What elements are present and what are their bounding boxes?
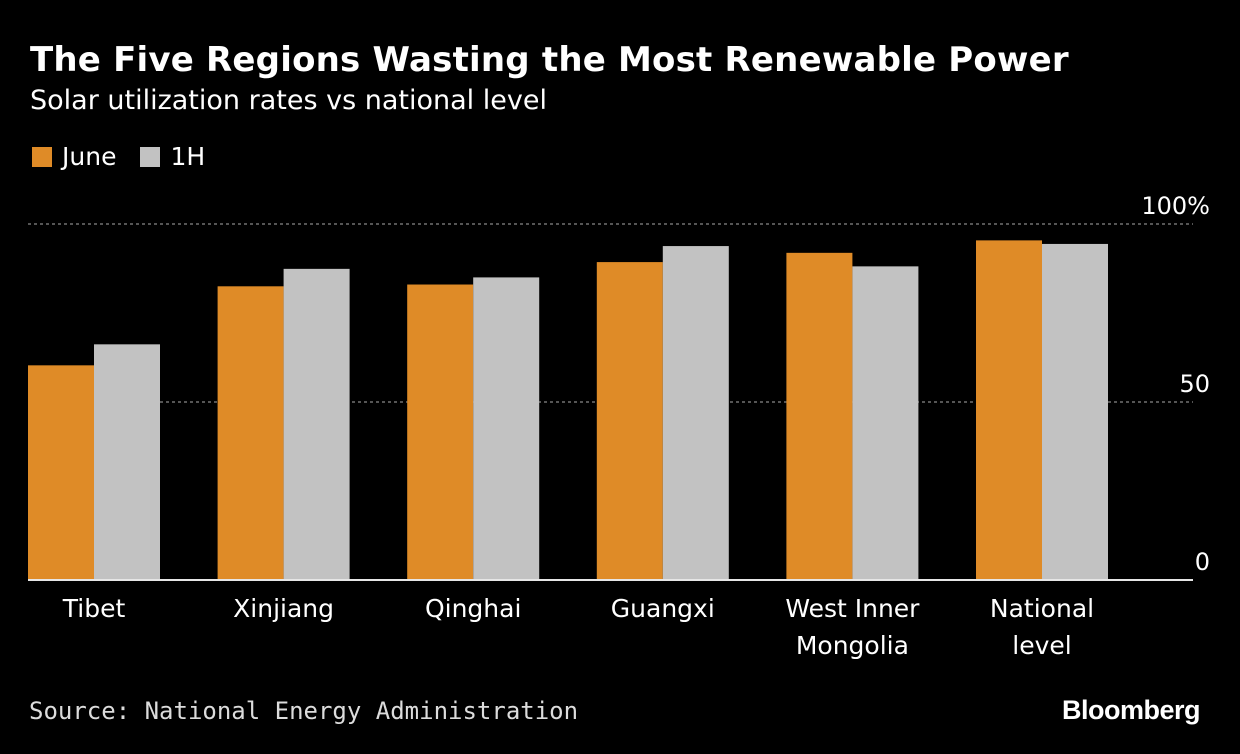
legend-label-june: June — [62, 142, 117, 171]
bar-1h-0 — [94, 344, 160, 580]
chart-title: The Five Regions Wasting the Most Renewa… — [30, 40, 1069, 80]
bar-june-3 — [596, 262, 663, 580]
y-tick-label-50: 50 — [1179, 370, 1210, 398]
legend-item-june: June — [32, 142, 116, 171]
legend: June 1H — [32, 142, 229, 171]
legend-item-1h: 1H — [140, 142, 205, 171]
bar-june-4 — [786, 252, 853, 580]
x-tick-label-4-1: Mongolia — [796, 631, 909, 660]
x-tick-label-5-1: level — [1012, 631, 1071, 660]
y-tick-label-100: 100% — [1141, 192, 1210, 220]
bar-1h-3 — [662, 246, 729, 580]
bar-june-1 — [217, 286, 284, 580]
bar-june-0 — [28, 365, 94, 580]
legend-label-1h: 1H — [170, 142, 206, 171]
x-tick-label-2-0: Qinghai — [425, 594, 521, 623]
bar-june-5 — [976, 240, 1042, 580]
bloomberg-logo: Bloomberg — [1061, 695, 1201, 725]
legend-swatch-1h — [140, 146, 161, 167]
bar-1h-2 — [473, 277, 540, 580]
bar-1h-5 — [1042, 243, 1108, 580]
source-note: Source: National Energy Administration — [29, 697, 579, 725]
x-tick-label-1-0: Xinjiang — [233, 594, 334, 623]
x-tick-label-3-0: Guangxi — [611, 594, 715, 623]
bar-june-2 — [407, 284, 474, 580]
chart-subtitle: Solar utilization rates vs national leve… — [30, 85, 547, 116]
bar-1h-4 — [852, 266, 919, 580]
y-tick-label-0: 0 — [1195, 548, 1210, 576]
x-tick-label-5-0: National — [990, 594, 1094, 623]
x-tick-label-4-0: West Inner — [785, 594, 920, 623]
x-tick-label-0-0: Tibet — [62, 594, 126, 623]
legend-swatch-june — [32, 146, 52, 167]
bar-1h-1 — [283, 268, 350, 580]
